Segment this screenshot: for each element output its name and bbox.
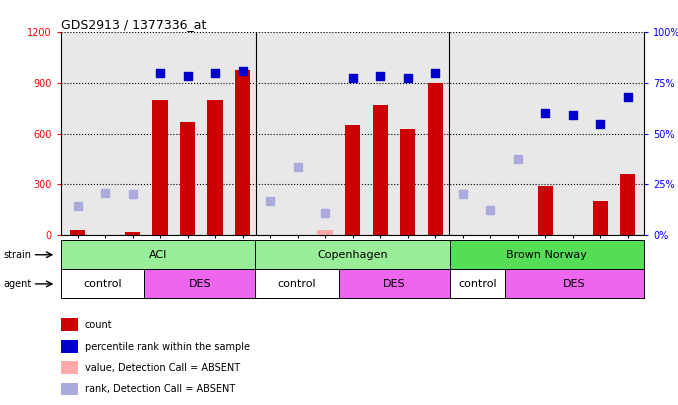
Text: control: control [83,279,122,289]
Text: GDS2913 / 1377336_at: GDS2913 / 1377336_at [61,18,206,31]
Point [347,75,358,81]
Point [540,110,551,117]
Text: DES: DES [383,279,405,289]
Text: percentile rank within the sample: percentile rank within the sample [85,342,250,352]
Text: DES: DES [563,279,586,289]
Bar [345,125,360,235]
Text: DES: DES [188,279,211,289]
Text: Brown Norway: Brown Norway [506,250,587,260]
Bar [620,174,635,235]
Bar [61,269,144,298]
Text: value, Detection Call = ABSENT: value, Detection Call = ABSENT [85,363,240,373]
Bar [153,100,167,235]
Bar [505,269,644,298]
Bar [538,186,553,235]
Point [292,164,303,171]
Bar [372,105,388,235]
Point [100,190,111,196]
Bar [593,201,607,235]
Point [210,70,220,76]
Point [182,73,193,79]
Text: ACI: ACI [149,250,167,260]
Bar [450,240,644,269]
Text: control: control [278,279,317,289]
Bar [61,361,78,374]
Point [155,70,165,76]
Text: strain: strain [3,250,31,260]
Point [264,198,275,205]
Bar [317,230,333,235]
Bar [61,383,78,395]
Point [595,120,605,127]
Bar [400,129,415,235]
Text: Copenhagen: Copenhagen [317,250,388,260]
Point [375,73,386,79]
Bar [256,240,450,269]
Text: agent: agent [3,279,32,289]
Point [430,70,441,76]
Text: count: count [85,320,113,330]
Text: control: control [458,279,497,289]
Point [237,68,248,75]
Point [512,156,523,162]
Bar [125,232,140,235]
Point [622,93,633,100]
Text: rank, Detection Call = ABSENT: rank, Detection Call = ABSENT [85,384,235,394]
Bar [235,70,250,235]
Point [402,75,413,81]
Point [72,203,83,209]
Point [127,191,138,198]
Point [319,210,330,216]
Bar [207,100,222,235]
Bar [428,83,443,235]
Bar [61,340,78,352]
Point [457,191,468,198]
Bar [180,122,195,235]
Bar [70,230,85,235]
Point [567,112,578,118]
Bar [450,269,505,298]
Bar [256,269,339,298]
Bar [339,269,450,298]
Bar [144,269,256,298]
Bar [61,318,78,331]
Point [485,207,496,213]
Bar [61,240,256,269]
